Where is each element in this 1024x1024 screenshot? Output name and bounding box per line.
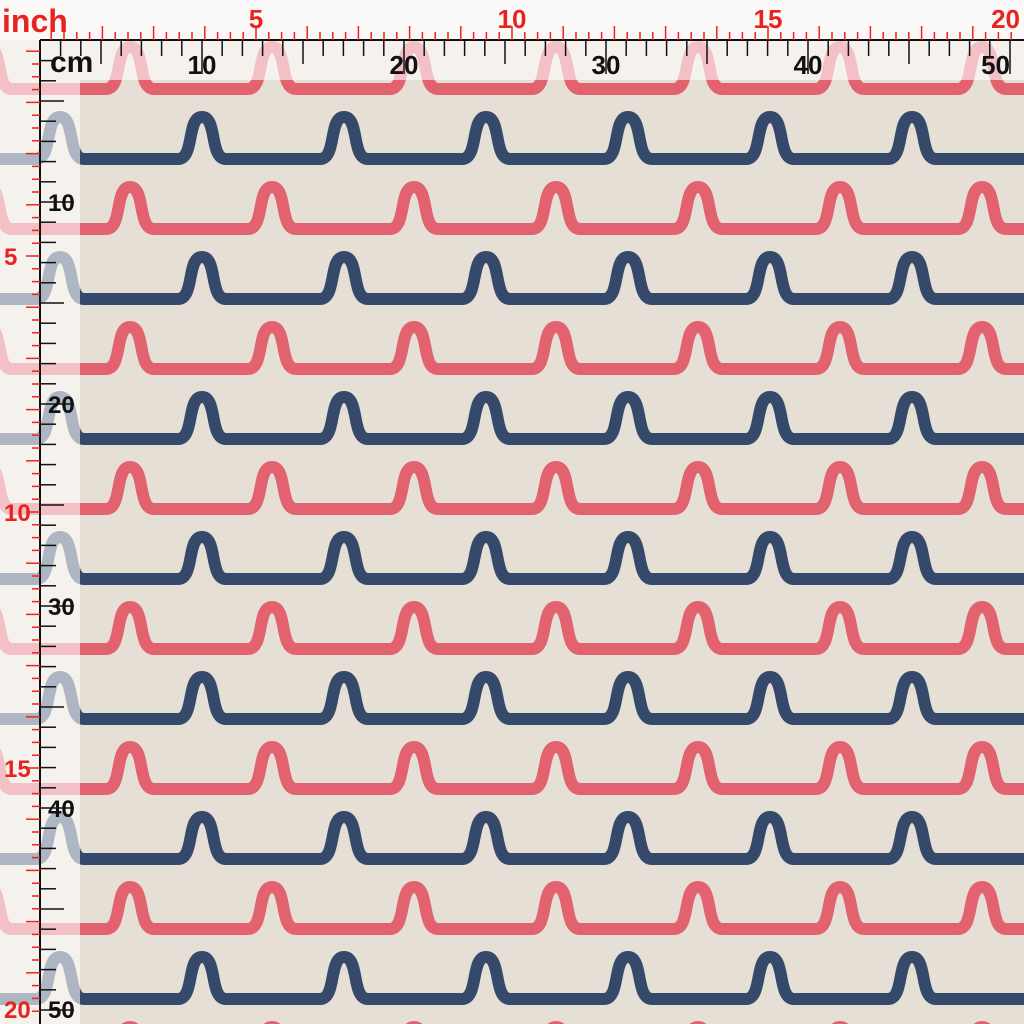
top-cm-label: 50 <box>981 50 1010 80</box>
top-cm-label: 30 <box>592 50 621 80</box>
pink-wave <box>0 181 1024 235</box>
pink-wave <box>0 741 1024 795</box>
left-inch-label: 15 <box>4 756 31 783</box>
left-cm-label: 40 <box>48 796 75 823</box>
navy-wave <box>0 811 1024 865</box>
navy-wave <box>0 111 1024 165</box>
navy-wave <box>0 251 1024 305</box>
left-inch-label: 10 <box>4 500 31 527</box>
top-cm-label: 40 <box>794 50 823 80</box>
left-cm-label: 30 <box>48 594 75 621</box>
pink-wave <box>0 461 1024 515</box>
ruler-ticks <box>26 26 1012 1012</box>
pink-wave <box>0 321 1024 375</box>
inch-unit: inch <box>2 3 68 39</box>
top-inch-label: 10 <box>498 4 527 34</box>
left-cm-label: 50 <box>48 997 75 1024</box>
top-cm-label: 10 <box>188 50 217 80</box>
left-cm-label: 20 <box>48 392 75 419</box>
left-inch-label: 20 <box>4 997 31 1024</box>
navy-wave <box>0 951 1024 1005</box>
navy-wave <box>0 531 1024 585</box>
pink-wave <box>0 881 1024 935</box>
top-inch-label: 20 <box>991 4 1020 34</box>
navy-wave <box>0 671 1024 725</box>
ruler-labels: 5 10 15 20 10 20 30 40 50 5 10 15 20 10 20 30 40 50 <box>4 4 1020 1024</box>
pink-wave <box>0 601 1024 655</box>
top-inch-label: 5 <box>249 4 263 34</box>
navy-wave <box>0 391 1024 445</box>
cm-unit: cm <box>50 46 93 79</box>
wave-pattern <box>0 41 1024 1024</box>
left-inch-label: 5 <box>4 244 17 271</box>
top-cm-label: 20 <box>390 50 419 80</box>
left-cm-label: 10 <box>48 190 75 217</box>
top-inch-label: 15 <box>754 4 783 34</box>
